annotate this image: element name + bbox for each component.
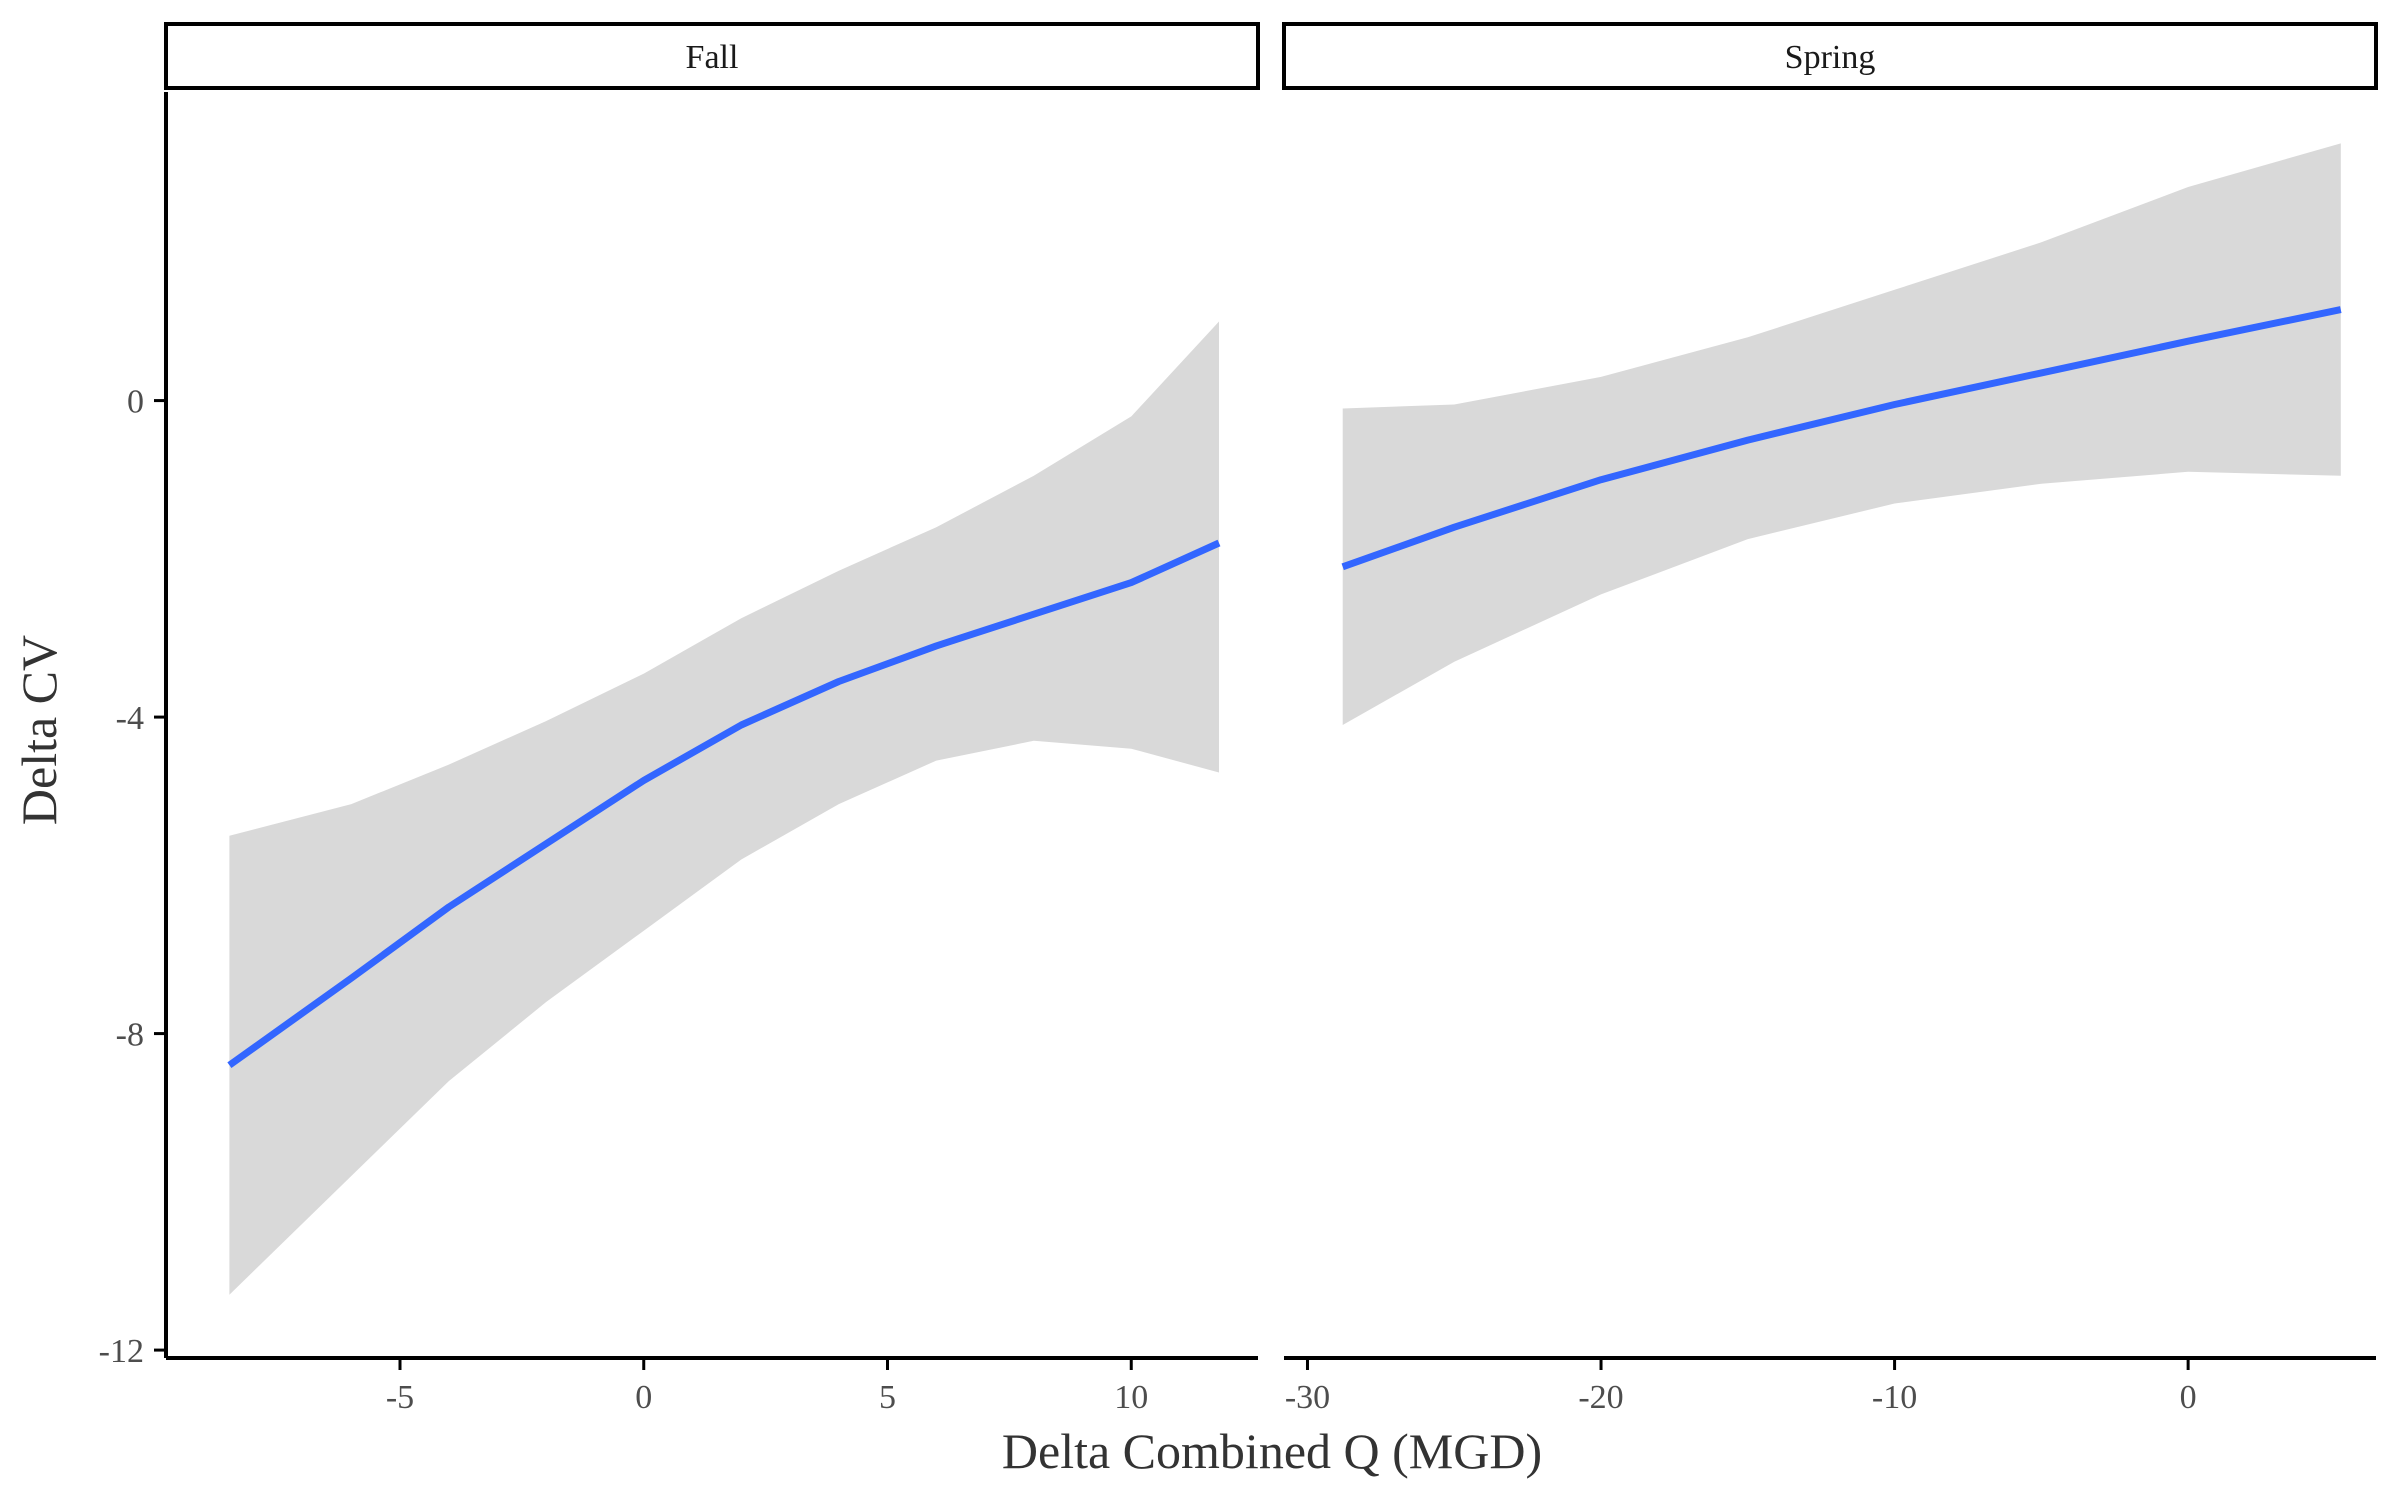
x-tick-label: 5 <box>879 1379 896 1416</box>
x-tick-label: 10 <box>1114 1379 1148 1416</box>
x-tick-label: -10 <box>1872 1379 1917 1416</box>
x-tick-label: -20 <box>1578 1379 1623 1416</box>
chart-panels: Fall -5 0 5 10 Spring -30 -20 -10 0 <box>164 22 2378 1416</box>
x-tick-label: -30 <box>1285 1379 1330 1416</box>
x-tick-label: -5 <box>386 1379 414 1416</box>
x-tick-label: 0 <box>635 1379 652 1416</box>
y-tick-label: 0 <box>127 384 144 421</box>
x-tick-label: 0 <box>2180 1379 2197 1416</box>
facet-strip-label: Fall <box>686 39 739 76</box>
y-tick-label: -4 <box>116 700 144 737</box>
confidence-ribbon <box>1342 143 2341 725</box>
y-tick-label: -12 <box>99 1333 144 1370</box>
facet-panel-fall: Fall -5 0 5 10 <box>164 22 1260 1416</box>
smooth-fit-line <box>1341 306 2342 571</box>
y-axis: 0 -4 -8 -12 <box>99 92 168 1370</box>
y-tick-label: -8 <box>116 1017 144 1054</box>
x-axis-title: Delta Combined Q (MGD) <box>1002 1423 1542 1479</box>
facet-strip-label: Spring <box>1785 39 1876 76</box>
facet-panel-spring: Spring -30 -20 -10 0 <box>1282 22 2378 1416</box>
facet-strip-fall <box>164 22 1260 90</box>
facet-strip-spring <box>1282 22 2378 90</box>
smooth-fit-line <box>227 539 1221 1069</box>
confidence-ribbon <box>229 321 1219 1295</box>
y-axis-title: Delta CV <box>11 635 67 825</box>
